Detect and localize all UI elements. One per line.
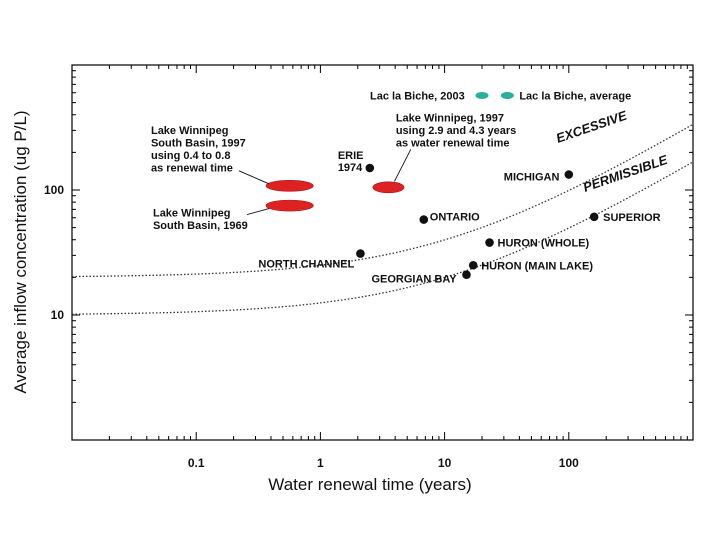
x-tick-label: 0.1 — [188, 456, 205, 470]
curve-excessive — [72, 123, 694, 278]
range-mark-lake-winnipeg — [265, 199, 314, 212]
point-label: GEORGIAN BAY — [371, 274, 457, 286]
curve-label-excessive: EXCESSIVE — [554, 108, 629, 146]
y-tick-label: 10 — [51, 308, 65, 322]
curve-label-permissible: PERMISSIBLE — [581, 152, 670, 195]
plot-frame — [71, 64, 694, 441]
x-tick-label: 10 — [438, 456, 452, 470]
x-tick-label: 1 — [317, 456, 324, 470]
data-point — [365, 163, 375, 173]
data-point — [356, 249, 365, 258]
point-label: NORTH CHANNEL — [258, 259, 354, 271]
y-axis-title: Average inflow concentration (ug P/L) — [11, 110, 30, 393]
data-point-lac-la-biche — [475, 92, 489, 100]
data-point — [589, 212, 599, 222]
data-point — [564, 170, 574, 179]
point-label: Lac la Biche, 2003 — [370, 91, 465, 103]
data-labels: 0.1 1 10 100 10 100 EXCESSIVE PERMISSIBLE ERIE 19… — [44, 91, 670, 470]
range-label: Lake Winnipeg South Basin, 1969 — [153, 208, 248, 233]
range-label: Lake Winnipeg, 1997 using 2.9 and 4.3 yea… — [396, 112, 516, 149]
threshold-curves — [71, 123, 694, 315]
data-point — [468, 260, 478, 270]
data-point — [462, 270, 471, 280]
data-point — [485, 238, 494, 247]
data-marks — [265, 92, 599, 280]
range-mark-lake-winnipeg — [265, 180, 314, 192]
y-tick-label: 100 — [44, 183, 64, 197]
x-tick-label: 100 — [559, 456, 579, 470]
axes — [71, 64, 694, 441]
point-label: HURON (WHOLE) — [498, 238, 590, 250]
point-label: SUPERIOR — [603, 212, 661, 224]
point-label: Lac la Biche, average — [519, 91, 631, 103]
data-point — [419, 215, 429, 224]
range-mark-lake-winnipeg — [372, 181, 405, 194]
range-label: Lake Winnipeg South Basin, 1997 using 0.4 … — [151, 125, 246, 175]
data-point-lac-la-biche — [500, 92, 514, 100]
curve-permissible — [71, 161, 694, 315]
leader-line — [238, 170, 270, 185]
point-label: ONTARIO — [430, 212, 480, 224]
x-axis-title: Water renewal time (years) — [268, 475, 471, 494]
point-label: HURON (MAIN LAKE) — [481, 260, 593, 272]
point-label: ERIE 1974 — [338, 150, 364, 174]
leader-line — [246, 208, 270, 216]
point-label: MICHIGAN — [504, 172, 560, 184]
leader-line — [394, 149, 412, 182]
